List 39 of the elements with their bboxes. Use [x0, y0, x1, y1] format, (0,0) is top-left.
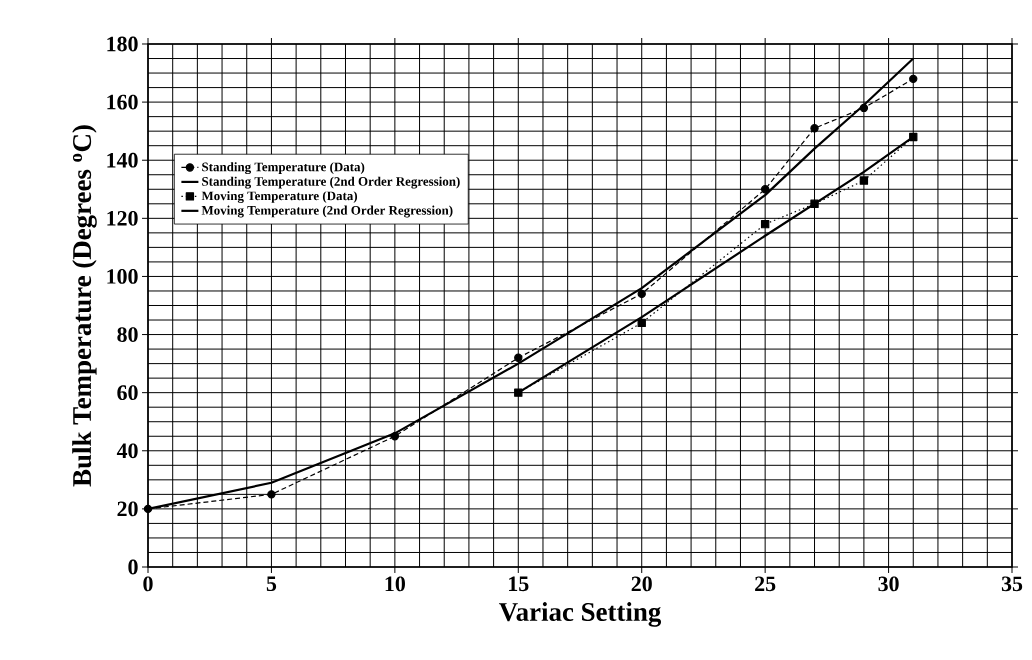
point — [637, 289, 646, 299]
y-tick-label: 160 — [107, 94, 138, 110]
x-tick-label: 25 — [755, 576, 776, 592]
y-axis-title: Bulk Temperature (Degrees $^{o}$C) — [72, 125, 97, 487]
x-tick-label: 10 — [385, 576, 405, 592]
x-tick-label: 20 — [631, 576, 652, 592]
y-tick-label: 60 — [117, 385, 138, 401]
point — [390, 432, 400, 441]
point — [810, 124, 819, 133]
y-tick-label: 20 — [117, 501, 138, 517]
y-tick-label: 0 — [128, 559, 138, 575]
y-tick-label: 100 — [107, 269, 138, 284]
point — [267, 490, 276, 499]
legend-label: Moving Temperature (2nd Order Regression) — [201, 205, 453, 218]
point — [143, 504, 153, 514]
point — [810, 199, 819, 208]
legend-label: Standing Temperature (2nd Order Regression) — [202, 176, 460, 189]
x-axis-title: Variac Setting — [498, 602, 662, 627]
point — [514, 388, 523, 397]
y-tick-label: 140 — [107, 152, 138, 168]
point — [637, 318, 646, 328]
y-tick-label: 80 — [117, 327, 138, 342]
x-tick-label: 35 — [1001, 576, 1023, 592]
y-tick-label: 180 — [107, 36, 138, 52]
x-tick-label: 30 — [878, 576, 899, 592]
x-tick-label: 15 — [509, 576, 529, 592]
legend-label: Moving Temperature (Data) — [201, 191, 358, 203]
x-tick-label: 5 — [266, 576, 277, 592]
x-tick-label: 0 — [143, 576, 153, 592]
y-tick-label: 120 — [107, 210, 138, 226]
point — [909, 74, 918, 84]
point — [859, 176, 869, 185]
y-tick-label: 40 — [116, 443, 138, 459]
point — [760, 185, 770, 194]
point — [859, 103, 869, 113]
legend-label: Standing Temperature (Data) — [202, 162, 365, 175]
point — [909, 132, 918, 142]
point — [760, 219, 770, 229]
point — [514, 353, 523, 362]
